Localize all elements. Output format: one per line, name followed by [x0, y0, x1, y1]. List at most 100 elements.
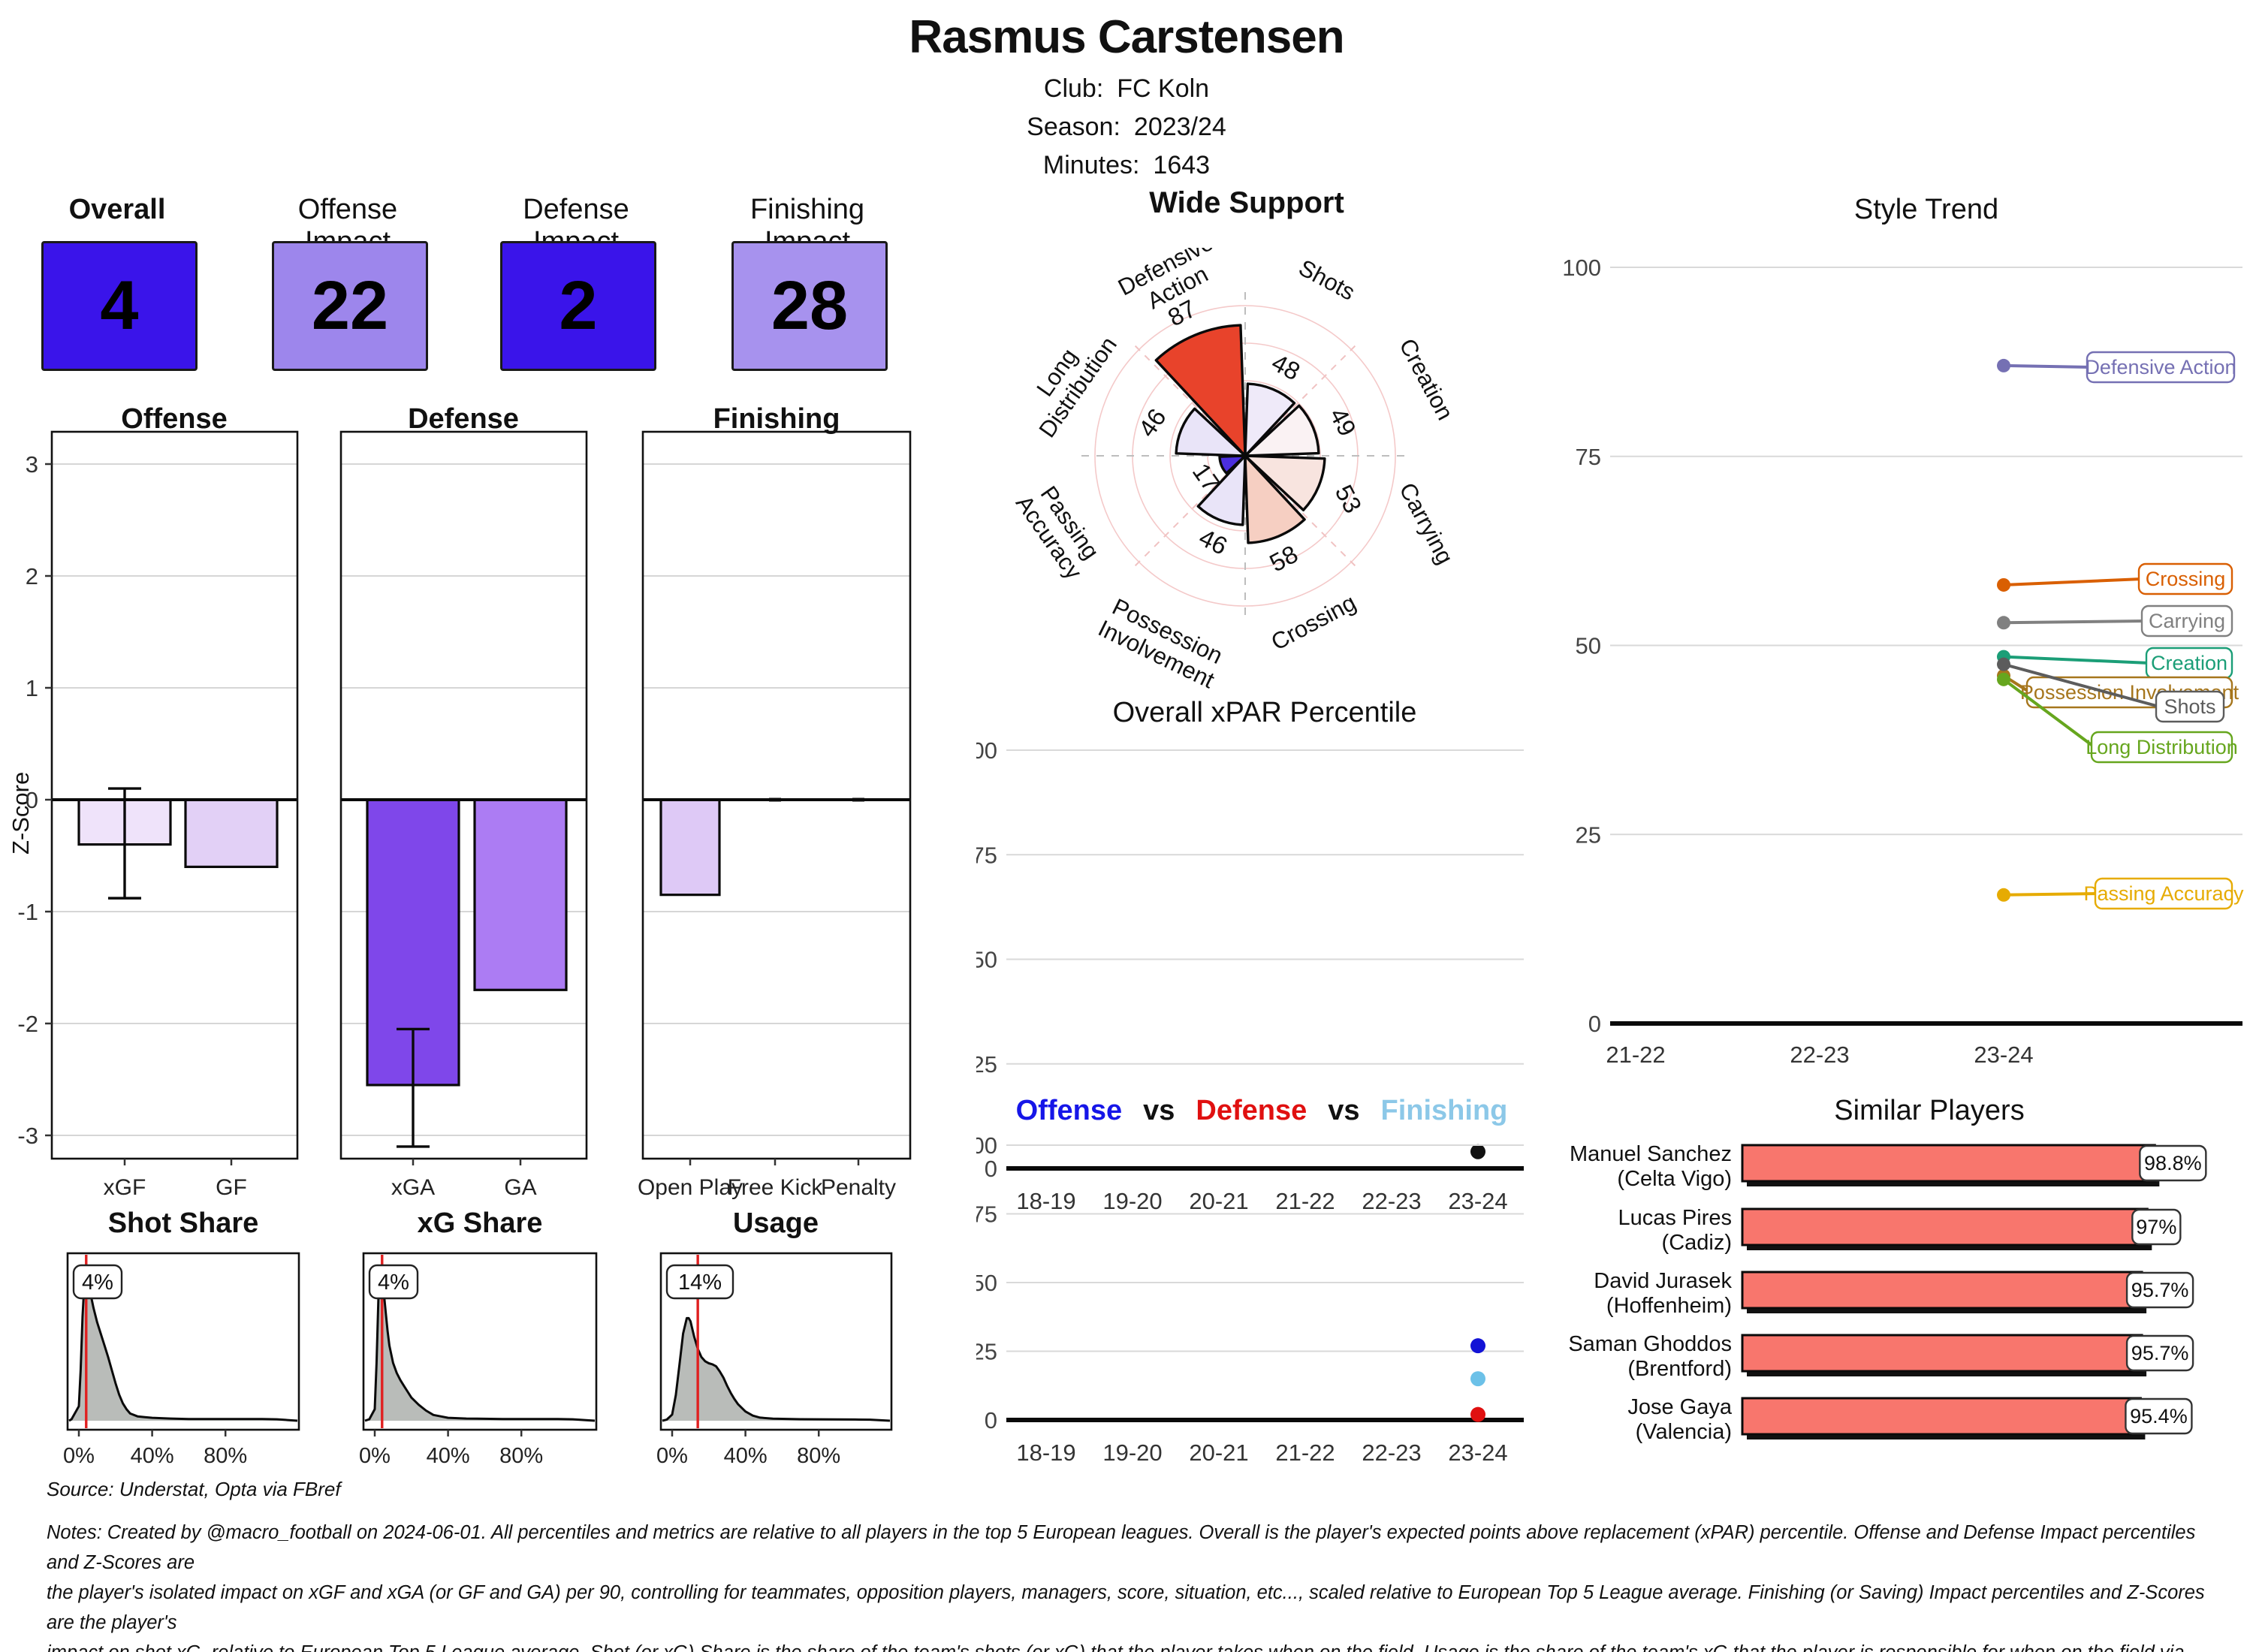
footer: Source: Understat, Opta via FBref Notes:… [47, 1478, 2232, 1652]
data-point-Defense [1470, 1406, 1485, 1422]
x-category-label: Penalty [821, 1175, 896, 1200]
similar-players-chart: 98.8% Manuel Sanchez (Celta Vigo) 97% Lucas … [1562, 1089, 2253, 1453]
pct-value: 98.8% [2144, 1152, 2202, 1174]
player-name: Saman Ghoddos [1568, 1332, 1732, 1356]
pct-value: 95.7% [2131, 1279, 2189, 1301]
series-point-Defensive Action [1997, 358, 2010, 372]
y-tick-label: 75 [976, 842, 997, 868]
rose-category-label: Shots [1295, 255, 1359, 306]
x-tick-label: 20-21 [1189, 1439, 1248, 1466]
y-tick-label: 75 [976, 1201, 997, 1228]
player-name: David Jurasek [1594, 1269, 1732, 1293]
data-point-Offense [1470, 1338, 1485, 1354]
pct-value: 95.4% [2130, 1405, 2188, 1427]
source-note: Source: Understat, Opta via FBref [47, 1478, 341, 1500]
y-tick-label: 3 [26, 451, 38, 478]
similar-players-svg: 98.8% Manuel Sanchez(Celta Vigo) 97% Lucas … [1568, 1142, 2207, 1444]
wide-support-title: Wide Support [1149, 186, 1344, 219]
rose-wedge-7 [1175, 407, 1247, 457]
style-trend-chart: 100 75 50 25 0 21-22 22-23 23-24 Defensive Actio… [1562, 248, 2253, 1078]
pct-box [2131, 1208, 2182, 1246]
series-point-Long Distribution [1997, 672, 2010, 686]
x-tick-label: 21-22 [1275, 1439, 1335, 1466]
usage-chart: 14% 0% 40% 80% [638, 1239, 924, 1468]
x-tick-label: 19-20 [1102, 1188, 1162, 1214]
ovd-title-word: Offense [1015, 1095, 1123, 1126]
y-tick-label: 0 [985, 1156, 997, 1182]
y-tick-label: 0 [1588, 1011, 1601, 1037]
season-line: Season: 2023/24 [0, 113, 2253, 142]
impact-card-value: 4 [41, 241, 198, 371]
x-tick-label: 19-20 [1102, 1439, 1162, 1466]
x-tick-label: 21-22 [1606, 1042, 1665, 1068]
x-tick-label: 18-19 [1016, 1188, 1075, 1214]
xpar-title: Overall xPAR Percentile [1112, 697, 1417, 728]
polar-gridline [1169, 380, 1321, 532]
y-tick-label: -1 [17, 899, 38, 925]
player-name: Lucas Pires [1618, 1206, 1732, 1230]
x-tick-label: 80% [204, 1444, 247, 1464]
pct-value: 95.7% [2131, 1342, 2189, 1364]
rose-wedge-2 [1244, 404, 1320, 457]
y-tick-label: 50 [976, 947, 997, 973]
x-category-label: GF [216, 1175, 247, 1200]
leader-line [2003, 655, 2150, 665]
annotation-value: 14% [678, 1271, 722, 1295]
x-tick-label: 23-24 [1974, 1042, 2033, 1068]
pct-box [2139, 1144, 2207, 1182]
panel-border [362, 1252, 598, 1431]
club-line: Club: FC Koln [0, 74, 2253, 104]
ovd-title-word: vs [1328, 1095, 1360, 1126]
y-tick-label: 2 [26, 563, 38, 589]
y-tick-label: 50 [976, 1270, 997, 1296]
series-label: Creation [2151, 652, 2227, 674]
panel-border [50, 430, 299, 1160]
bar-GF [184, 798, 279, 869]
series-label-box [2140, 604, 2233, 638]
panel-border [641, 430, 912, 1160]
rose-value: 46 [1133, 403, 1171, 442]
rose-value: 48 [1267, 348, 1304, 386]
ovd-chart: 100 75 50 25 0 18-19 19-20 20-21 21-22 22-23 23-24 [958, 1089, 1547, 1483]
rose-category-label: PossessionInvolvement [1094, 592, 1230, 693]
series-label-box [2086, 351, 2236, 384]
series-label: Passing Accuracy [2083, 882, 2244, 905]
ovd-title: Offense vs Defense vs Finishing [976, 1095, 1547, 1127]
similar-players-title: Similar Players [1834, 1095, 2025, 1126]
x-category-label: xGF [104, 1175, 146, 1200]
leader-line [2003, 620, 2146, 625]
x-tick-label: 18-19 [1016, 1439, 1075, 1466]
x-tick-label: 80% [797, 1444, 840, 1464]
ovd-title-word: Defense [1196, 1095, 1307, 1126]
pct-box [2125, 1397, 2193, 1435]
wide-support-chart: 87 48 49 53 58 46 17 46 DefensiveAction Shots Crea… [1011, 229, 1510, 710]
m-xpar-svg: 100 75 50 25 0 18-19 19-20 20-21 21-22 22-23 23-24 [958, 737, 1524, 1214]
y-tick-label: 25 [1576, 821, 1601, 848]
usage-title: Usage [732, 1207, 819, 1239]
minutes-label: Minutes: [1042, 151, 1140, 179]
season-label: Season: [1027, 113, 1120, 141]
ovd-title-word: vs [1143, 1095, 1175, 1126]
m-offense-svg: 3 2 1 0 -1 -2 -3 xGF GF [17, 430, 299, 1200]
similarity-bar [1741, 1271, 2143, 1310]
x-tick-label: 23-24 [1448, 1188, 1507, 1214]
series-label: Defensive Action [2085, 356, 2236, 378]
rose-wedge-0 [1154, 324, 1247, 457]
offense-chart-title: Offense [121, 403, 228, 435]
leader-line [2003, 892, 2099, 897]
player-club: (Hoffenheim) [1606, 1294, 1732, 1318]
finishing-chart-title: Finishing [713, 403, 840, 435]
y-tick-label: 25 [976, 1339, 997, 1365]
series-label-box [2094, 877, 2233, 910]
header: Rasmus Carstensen Club: FC Koln Season: 20… [0, 11, 2253, 180]
x-tick-label: 22-23 [1362, 1188, 1421, 1214]
style-trend-title: Style Trend [1853, 194, 1999, 225]
m-usage-svg: 14% 0% 40% 80% [656, 1252, 893, 1468]
leader-line [2002, 678, 2096, 749]
x-tick-label: 22-23 [1790, 1042, 1849, 1068]
minutes-value: 1643 [1153, 151, 1211, 179]
player-club: (Valencia) [1636, 1420, 1732, 1444]
m-ovd-svg: 100 75 50 25 0 18-19 19-20 20-21 21-22 22-23 23-24 [958, 1132, 1524, 1466]
similarity-bar [1741, 1144, 2156, 1183]
x-tick-label: 0% [63, 1444, 95, 1464]
